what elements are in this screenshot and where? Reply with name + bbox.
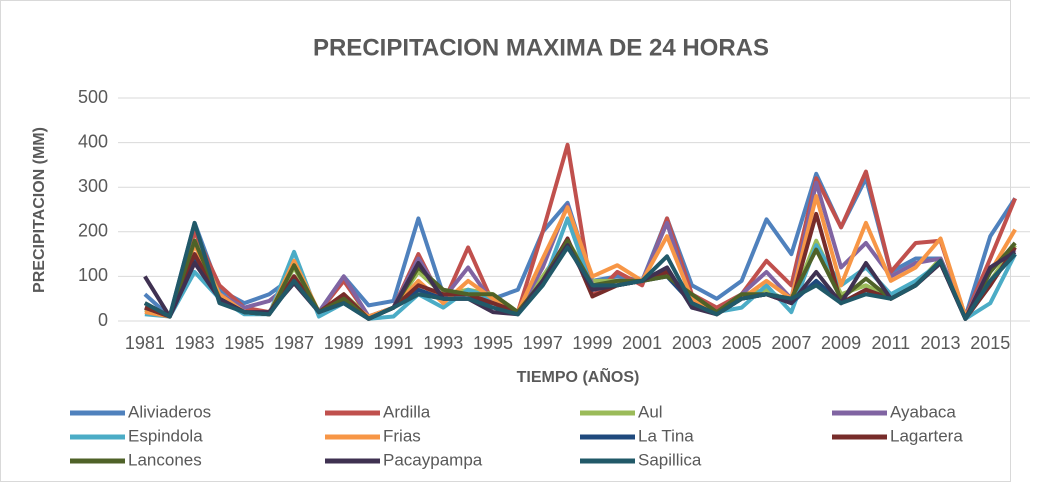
- x-tick-label: 1995: [473, 333, 513, 353]
- x-tick-label: 1989: [324, 333, 364, 353]
- legend-label: Ardilla: [383, 402, 431, 421]
- legend-label: Aliviaderos: [128, 402, 211, 421]
- x-tick-label: 2001: [622, 333, 662, 353]
- x-tick-label: 1981: [125, 333, 165, 353]
- y-tick-label: 200: [78, 221, 108, 241]
- x-tick-label: 1999: [572, 333, 612, 353]
- x-tick-label: 2003: [672, 333, 712, 353]
- x-tick-label: 1987: [274, 333, 314, 353]
- y-tick-label: 0: [98, 310, 108, 330]
- x-tick-label: 2011: [871, 333, 910, 353]
- x-tick-label: 1993: [423, 333, 463, 353]
- x-tick-label: 2013: [921, 333, 961, 353]
- y-tick-label: 500: [78, 87, 108, 107]
- y-tick-label: 400: [78, 131, 108, 151]
- chart-title: PRECIPITACION MAXIMA DE 24 HORAS: [313, 34, 769, 61]
- legend-label: La Tina: [638, 426, 694, 445]
- legend-label: Sapillica: [638, 450, 702, 469]
- legend-label: Ayabaca: [890, 402, 956, 421]
- series-line: [143, 220, 1017, 321]
- legend-label: Espindola: [128, 426, 203, 445]
- legend-label: Aul: [638, 402, 663, 421]
- x-tick-label: 1985: [224, 333, 264, 353]
- x-tick-label: 1983: [175, 333, 215, 353]
- y-tick-label: 100: [78, 265, 108, 285]
- y-axis-label: PRECIPITACION (MM): [31, 127, 48, 293]
- legend-label: Lancones: [128, 450, 202, 469]
- chart-frame: [0, 0, 1011, 482]
- legend-label: Pacaypampa: [383, 450, 483, 469]
- legend-label: Lagartera: [890, 426, 963, 445]
- y-tick-label: 300: [78, 176, 108, 196]
- x-axis-label: TIEMPO (AÑOS): [517, 366, 640, 386]
- x-tick-label: 2005: [722, 333, 762, 353]
- legend-label: Frias: [383, 426, 421, 445]
- x-tick-label: 2009: [821, 333, 861, 353]
- x-tick-label: 2015: [970, 333, 1010, 353]
- x-tick-label: 2007: [771, 333, 811, 353]
- x-tick-label: 1997: [523, 333, 563, 353]
- x-tick-label: 1991: [373, 333, 413, 353]
